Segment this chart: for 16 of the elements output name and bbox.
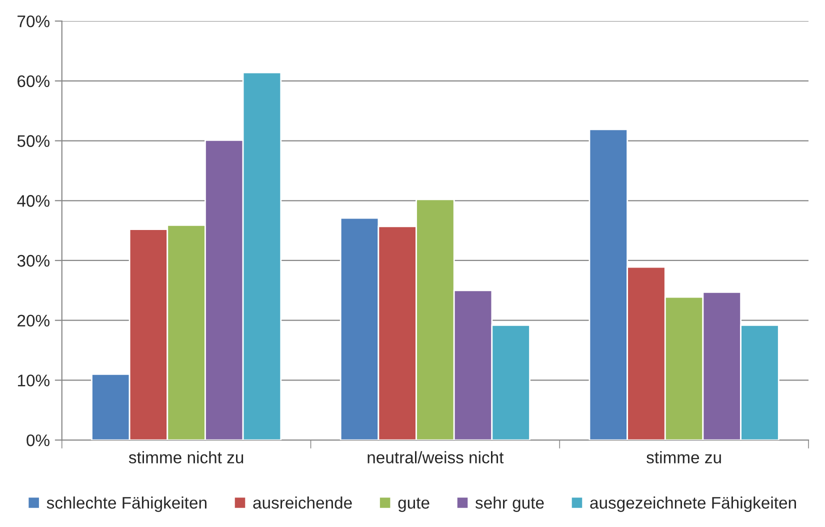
y-tick-label: 50%	[17, 135, 50, 147]
y-tick-label: 40%	[17, 195, 50, 207]
legend-label: ausreichende	[253, 496, 352, 509]
x-tick-label: stimme zu	[646, 451, 721, 464]
legend-label: gute	[398, 498, 430, 512]
x-tick-label: neutral/weiss nicht	[368, 451, 504, 464]
y-tick-label: 60%	[18, 75, 50, 88]
legend-label: ausgezeichnete Fähigkeiten	[590, 496, 796, 512]
legend-label: sehr gute	[475, 496, 544, 512]
x-tick-label: stimme nicht zu	[128, 451, 244, 464]
y-tick-label: 0%	[26, 434, 50, 446]
y-tick-label: 10%	[18, 374, 50, 386]
legend-label: schlechte Fähigkeiten	[46, 496, 206, 512]
y-tick-label: 30%	[17, 254, 50, 267]
y-tick-label: 20%	[18, 314, 50, 327]
y-tick-label: 70%	[18, 15, 50, 28]
